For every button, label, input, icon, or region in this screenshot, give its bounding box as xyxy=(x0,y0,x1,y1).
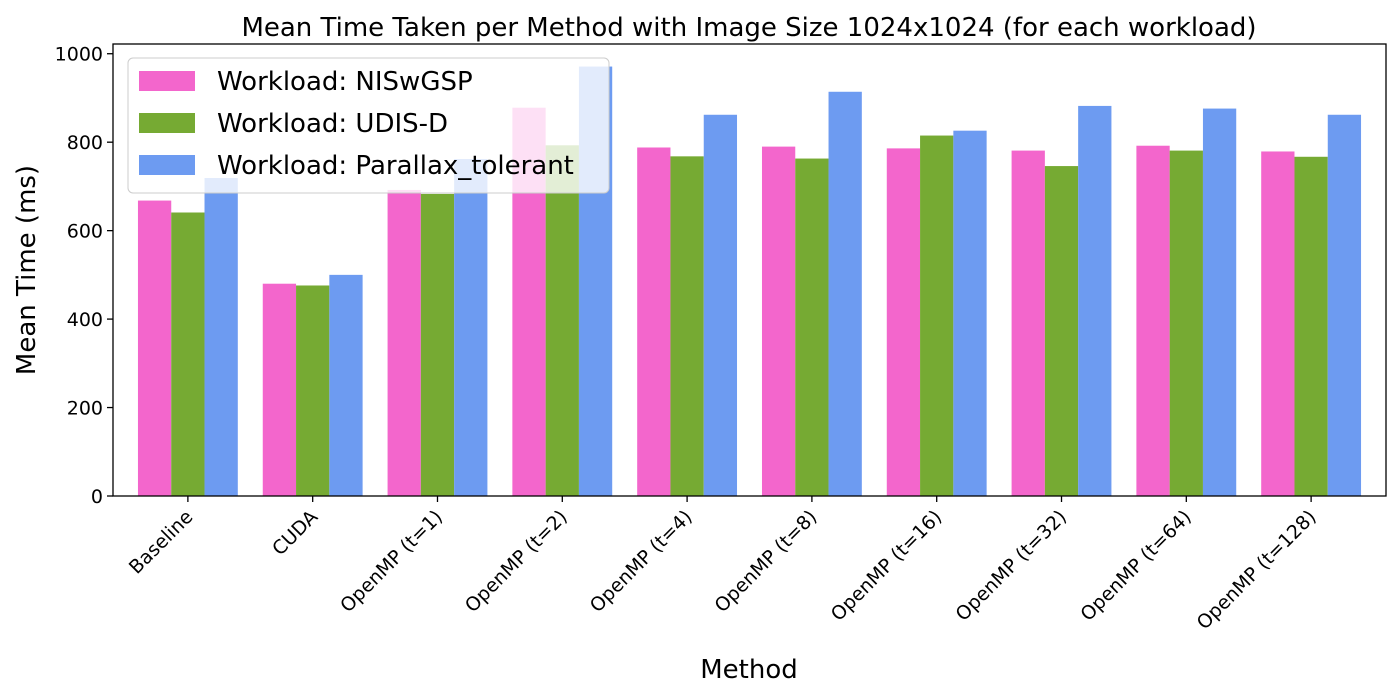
bar-2-5 xyxy=(670,156,704,496)
legend-box xyxy=(127,57,610,194)
bar-3-2 xyxy=(329,274,363,496)
y-tick-label: 0 xyxy=(91,486,103,508)
bar-1-3 xyxy=(387,189,421,496)
x-tick-label: OpenMP (t=32) xyxy=(952,506,1072,626)
bar-3-7 xyxy=(953,130,987,496)
x-tick-label: CUDA xyxy=(268,506,322,560)
legend-label: Workload: UDIS-D xyxy=(217,109,448,139)
x-tick-label: OpenMP (t=64) xyxy=(1076,506,1196,626)
x-axis-label: Method xyxy=(700,655,798,685)
bar-1-2 xyxy=(262,283,297,496)
x-tick-label: Baseline xyxy=(125,506,198,579)
bar-1-10 xyxy=(1261,151,1295,496)
bar-2-8 xyxy=(1044,166,1079,496)
x-tick-label: OpenMP (t=8) xyxy=(710,506,821,617)
bar-3-8 xyxy=(1078,105,1112,497)
legend-swatch xyxy=(139,71,195,91)
bar-2-10 xyxy=(1294,156,1328,496)
y-tick-label: 800 xyxy=(67,132,103,154)
x-tick-label: OpenMP (t=128) xyxy=(1193,506,1321,634)
plot-frame xyxy=(112,43,1387,497)
y-tick-label: 600 xyxy=(67,221,103,243)
bar-1-1 xyxy=(137,200,172,496)
bar-2-4 xyxy=(545,145,579,496)
y-axis-label: Mean Time (ms) xyxy=(12,165,42,375)
bar-3-5 xyxy=(703,114,738,496)
x-axis: Baseline CUDA OpenMP (t=1) OpenMP (t=2) Open… xyxy=(125,496,1321,634)
legend: Workload: NISwGSP Workload: UDIS-D Workloa… xyxy=(127,57,610,194)
bar-2-2 xyxy=(296,285,330,496)
y-axis: 0 200 400 600 800 1000 xyxy=(55,44,113,508)
y-tick-label: 1000 xyxy=(55,44,103,66)
bar-2-1 xyxy=(171,212,205,496)
y-tick-label: 200 xyxy=(67,398,103,420)
bar-3-3 xyxy=(454,158,488,497)
bar-2-7 xyxy=(920,135,954,497)
bar-1-6 xyxy=(761,146,796,497)
x-tick-label: OpenMP (t=4) xyxy=(586,506,697,617)
bar-1-5 xyxy=(637,147,671,497)
bar-3-1 xyxy=(204,178,238,496)
legend-swatch xyxy=(139,155,195,175)
bar-3-9 xyxy=(1202,108,1237,496)
legend-swatch xyxy=(139,113,195,133)
bar-3-6 xyxy=(828,91,862,497)
x-tick-label: OpenMP (t=2) xyxy=(461,506,572,617)
x-tick-label: OpenMP (t=1) xyxy=(336,506,447,617)
bar-2-6 xyxy=(795,158,829,497)
x-tick-label: OpenMP (t=16) xyxy=(827,506,947,626)
legend-label: Workload: Parallax_tolerant xyxy=(217,151,574,181)
legend-label: Workload: NISwGSP xyxy=(217,67,473,97)
bar-1-7 xyxy=(886,148,921,496)
bar-3-10 xyxy=(1327,114,1362,496)
y-tick-label: 400 xyxy=(67,309,103,331)
bar-1-9 xyxy=(1136,145,1170,496)
chart-title: Mean Time Taken per Method with Image Si… xyxy=(241,13,1256,43)
bar-2-9 xyxy=(1169,150,1203,496)
bar-1-8 xyxy=(1011,150,1045,496)
bar-2-3 xyxy=(420,193,455,496)
